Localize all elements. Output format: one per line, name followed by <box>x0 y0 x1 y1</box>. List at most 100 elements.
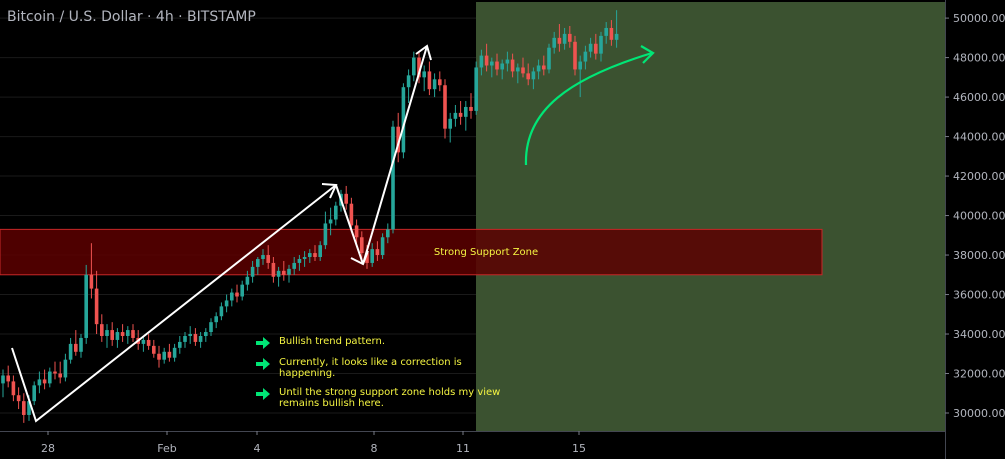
candle-body <box>178 341 182 348</box>
candle <box>100 314 104 342</box>
candle <box>547 43 551 74</box>
candle <box>152 339 156 358</box>
candle <box>167 343 172 362</box>
candle-body <box>380 237 385 256</box>
candle-body <box>230 292 234 301</box>
candle-body <box>250 266 255 277</box>
candle <box>594 33 598 60</box>
candle-body <box>594 43 598 54</box>
candle <box>53 361 57 380</box>
candle-body <box>500 63 504 70</box>
candle <box>495 53 499 76</box>
candle-body <box>458 112 463 117</box>
candle-body <box>271 262 276 277</box>
time-tick-label: 4 <box>254 442 261 455</box>
candle <box>542 55 546 76</box>
candle <box>386 223 390 244</box>
candle-body <box>172 347 177 358</box>
candle <box>412 51 416 82</box>
candle <box>464 101 468 131</box>
price-tick-label: 50000.00 <box>953 12 1005 25</box>
candle <box>58 361 62 384</box>
candle <box>349 197 354 230</box>
price-axis[interactable]: 30000.00 32000.00 34000.00 36000.00 38000.00… <box>945 0 1005 459</box>
drawings <box>11 44 655 423</box>
candle <box>344 185 348 210</box>
candle <box>432 73 437 98</box>
trend-line-up <box>11 184 337 423</box>
chart-title: Bitcoin / U.S. Dollar · 4h · BITSTAMP <box>7 9 256 25</box>
candle-body <box>224 300 229 307</box>
candle-body <box>188 334 192 336</box>
candle-body <box>360 237 364 254</box>
candle-body <box>261 255 265 259</box>
price-tick-label: 34000.00 <box>953 328 1005 341</box>
candle-body <box>334 205 338 220</box>
candle-body <box>438 79 442 86</box>
candle-body <box>406 75 411 88</box>
candle-body <box>32 385 36 402</box>
candle <box>1 369 5 398</box>
candle-body <box>292 262 296 269</box>
candle <box>79 334 83 358</box>
candle <box>583 45 588 70</box>
candle-body <box>219 306 224 317</box>
candle-body <box>510 59 515 72</box>
support-zone <box>0 228 823 276</box>
candle <box>48 367 52 388</box>
candle <box>198 332 203 348</box>
candle-body <box>6 375 10 382</box>
candle-body <box>256 258 260 267</box>
price-tick-label: 44000.00 <box>953 131 1005 144</box>
candle <box>375 241 380 261</box>
candle-body <box>354 225 359 238</box>
candle <box>313 245 317 261</box>
candle-body <box>583 51 588 62</box>
candle <box>32 381 36 406</box>
candle-body <box>328 219 333 224</box>
candle <box>282 260 286 281</box>
candle <box>396 112 400 163</box>
candle-body <box>547 47 551 70</box>
candle <box>521 57 525 78</box>
candle <box>224 294 229 313</box>
candle-body <box>120 332 125 336</box>
candle-body <box>417 57 421 78</box>
note-text: Currently, it looks like a correction is… <box>279 357 462 379</box>
candle-body <box>396 126 400 153</box>
candle-body <box>94 288 99 325</box>
candle-body <box>427 71 432 90</box>
candle-body <box>27 401 31 415</box>
time-axis[interactable]: 28 Feb 4 8 11 15 <box>0 431 945 459</box>
candle <box>557 24 562 52</box>
impulse-arrowhead <box>415 44 432 61</box>
candle <box>22 393 26 423</box>
candle <box>240 280 244 301</box>
candle <box>209 318 213 336</box>
price-tick-label: 38000.00 <box>953 249 1005 262</box>
candle <box>16 387 21 410</box>
candle-body <box>89 274 94 289</box>
candle-body <box>536 65 541 72</box>
candle <box>479 49 484 76</box>
candle-body <box>167 351 172 358</box>
candle <box>552 31 556 54</box>
time-tick-label: 15 <box>572 442 586 455</box>
candle <box>443 79 447 139</box>
candle-body <box>214 316 218 323</box>
candle-body <box>131 330 135 338</box>
price-tick-label: 48000.00 <box>953 52 1005 65</box>
green-arrow-icon <box>256 337 270 349</box>
candle-body <box>209 322 213 333</box>
note-text: Until the strong support zone holds my v… <box>279 387 501 409</box>
candle <box>292 257 296 275</box>
candle-body <box>464 106 468 117</box>
candle-body <box>146 339 151 346</box>
candle <box>578 55 582 98</box>
candle-body <box>74 343 78 352</box>
candle <box>354 219 359 244</box>
candle-body <box>448 118 452 129</box>
candle <box>297 255 302 271</box>
candle <box>360 231 364 259</box>
